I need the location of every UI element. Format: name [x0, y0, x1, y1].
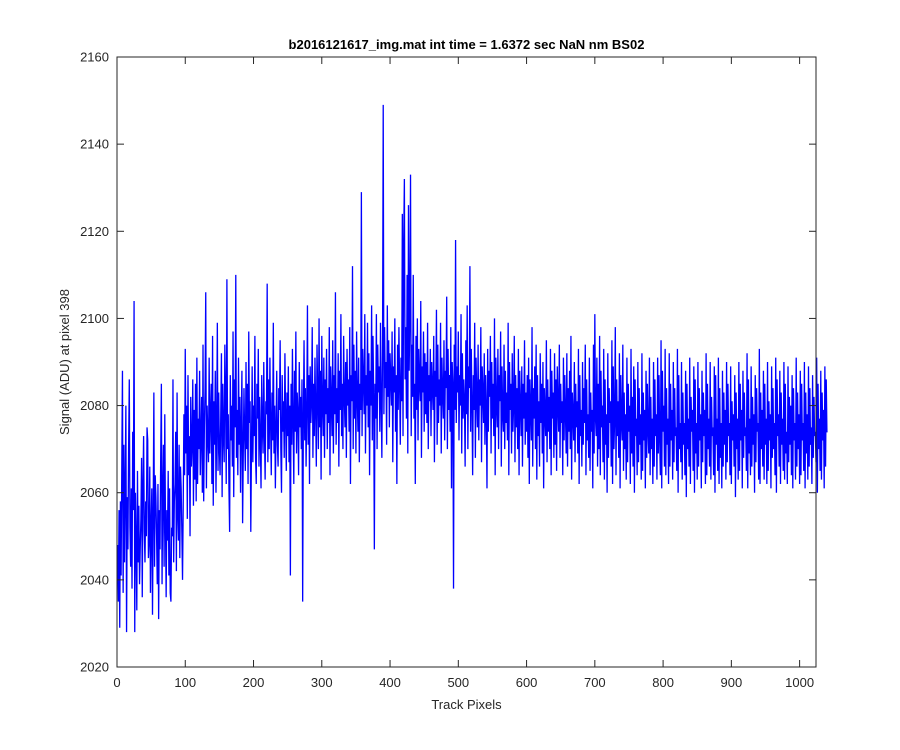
x-tick-label: 1000 [785, 675, 814, 690]
x-tick-label: 400 [379, 675, 401, 690]
y-tick-label: 2160 [80, 50, 109, 65]
axes-box [116, 56, 817, 668]
x-tick-label: 100 [174, 675, 196, 690]
x-tick-label: 600 [516, 675, 538, 690]
x-tick-label: 200 [243, 675, 265, 690]
y-tick-label: 2100 [80, 311, 109, 326]
y-tick-label: 2020 [80, 660, 109, 675]
x-tick-label: 900 [721, 675, 743, 690]
x-tick-label: 800 [652, 675, 674, 690]
y-tick-label: 2120 [80, 224, 109, 239]
x-axis-label: Track Pixels [431, 697, 502, 712]
data-series-line [117, 104, 828, 633]
y-tick-label: 2140 [80, 137, 109, 152]
y-axis-label: Signal (ADU) at pixel 398 [57, 289, 72, 435]
x-tick-label: 500 [447, 675, 469, 690]
x-tick-label: 0 [113, 675, 120, 690]
y-tick-label: 2040 [80, 572, 109, 587]
chart-title: b2016121617_img.mat int time = 1.6372 se… [289, 37, 645, 52]
x-tick-label: 700 [584, 675, 606, 690]
y-tick-label: 2060 [80, 485, 109, 500]
x-tick-label: 300 [311, 675, 333, 690]
y-tick-label: 2080 [80, 398, 109, 413]
